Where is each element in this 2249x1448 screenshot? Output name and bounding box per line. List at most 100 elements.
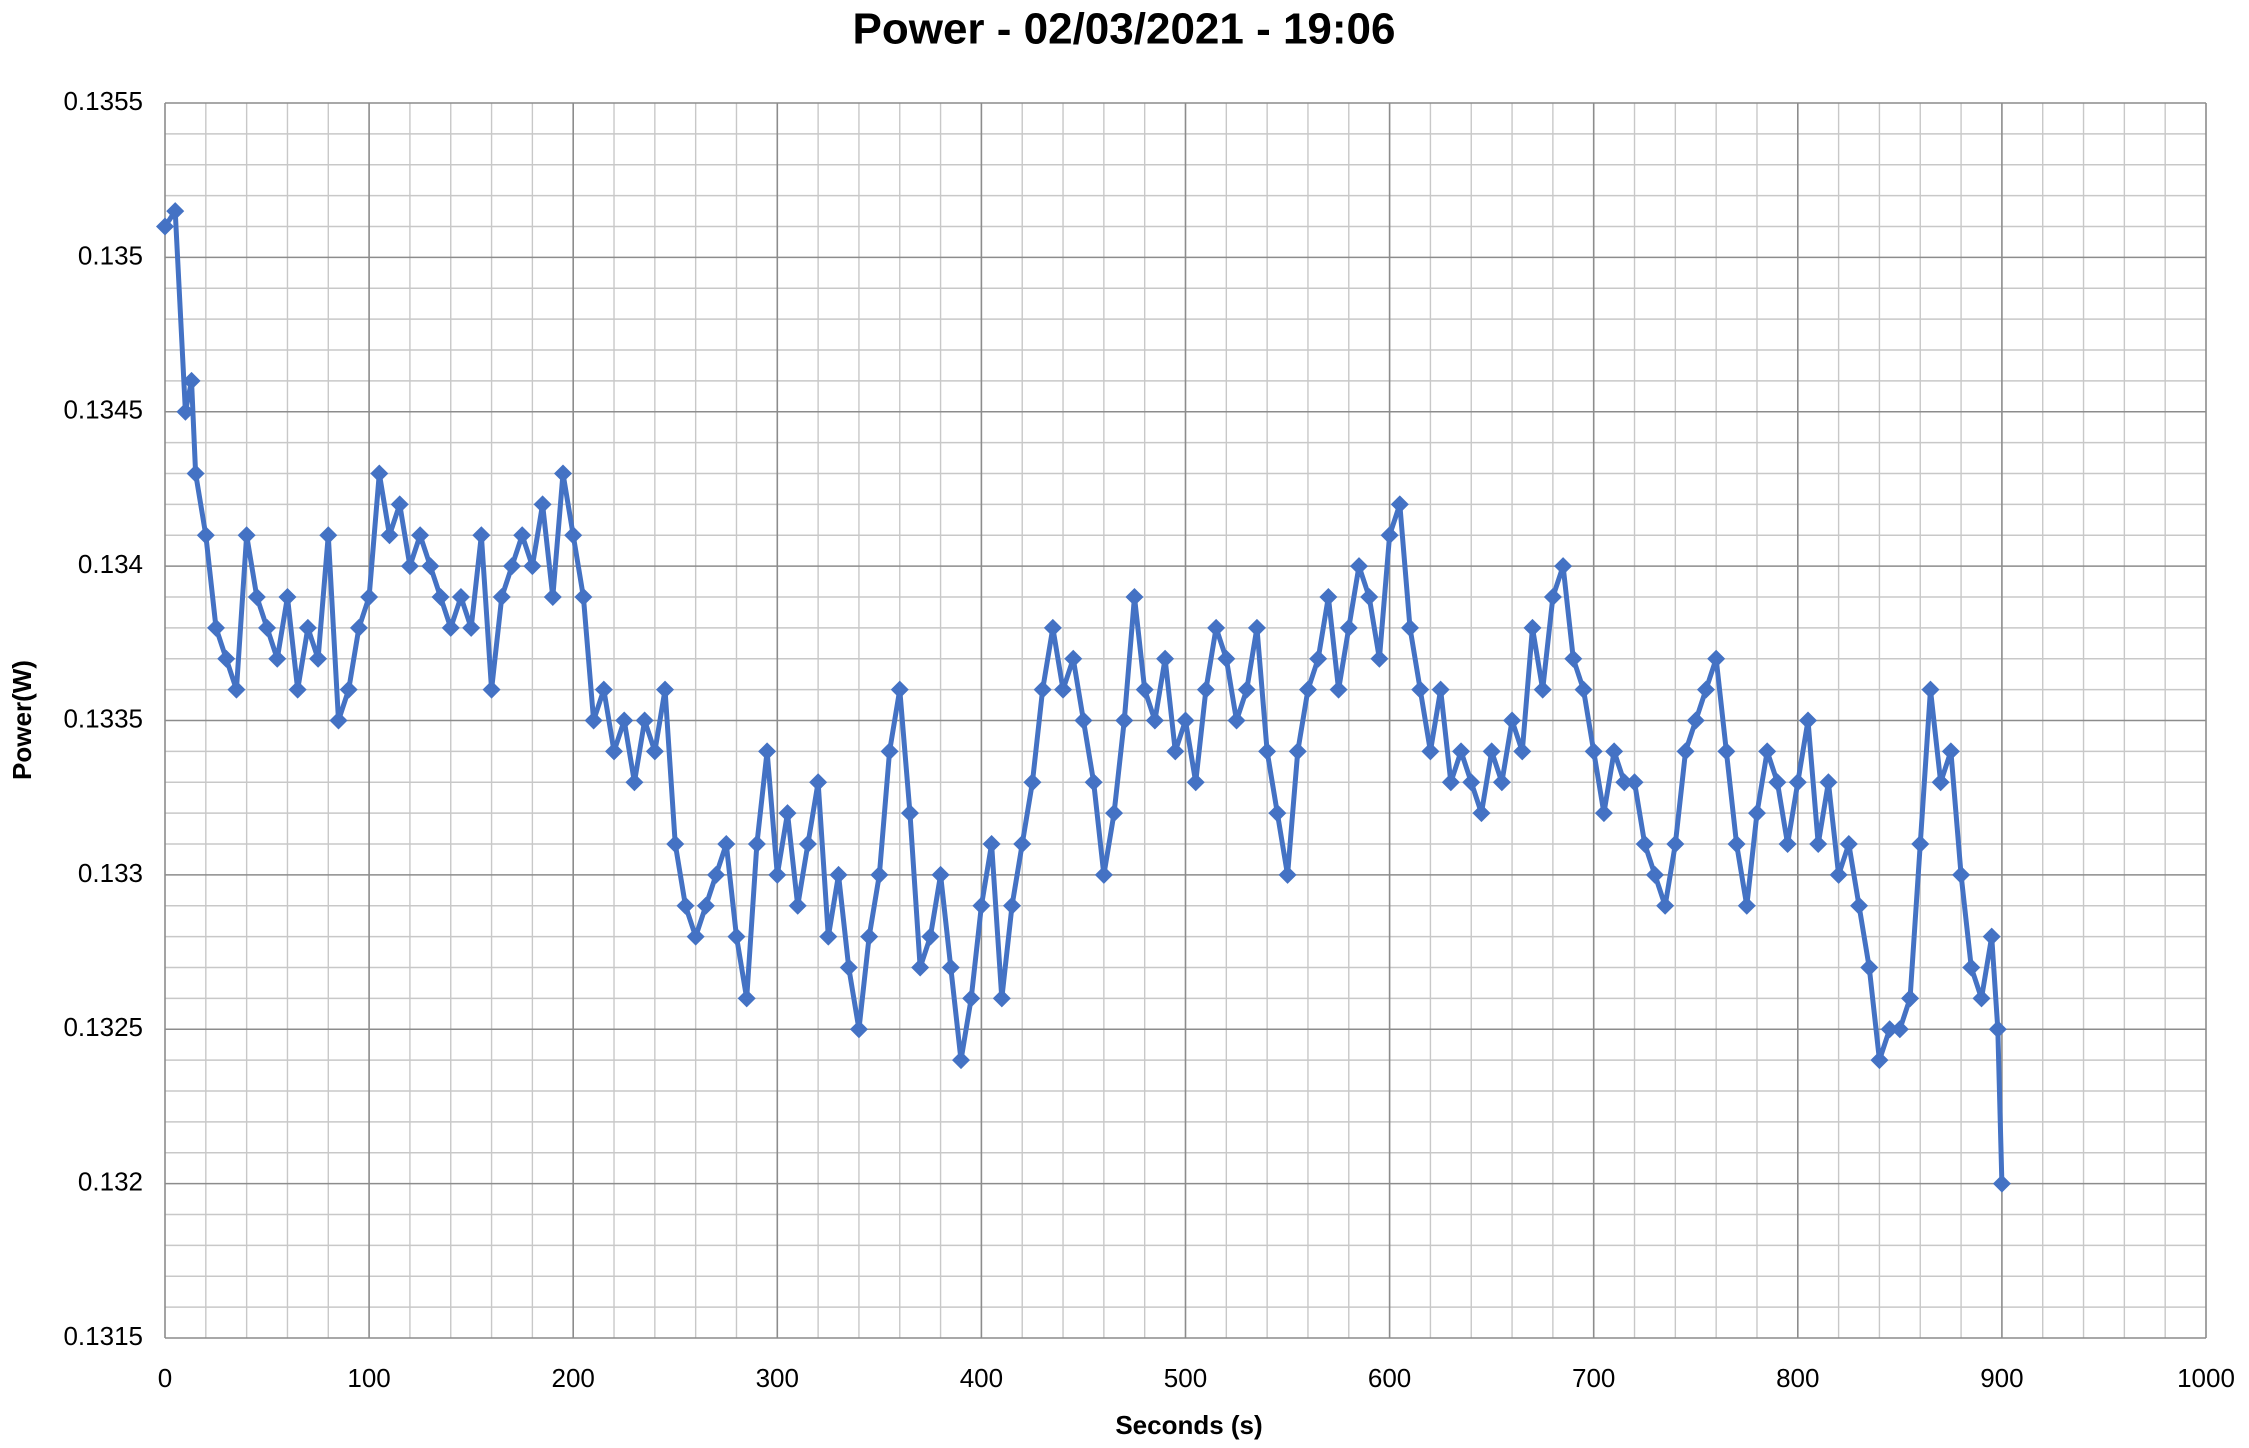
data-marker — [707, 865, 726, 884]
data-marker — [431, 588, 450, 606]
data-marker — [1370, 649, 1389, 668]
data-marker — [227, 680, 246, 699]
data-marker — [758, 742, 777, 761]
data-marker — [1166, 742, 1185, 761]
data-marker — [778, 804, 797, 823]
data-marker — [1054, 680, 1073, 699]
data-marker — [880, 742, 899, 761]
data-marker — [1156, 649, 1175, 668]
data-marker — [1880, 1020, 1899, 1039]
data-marker — [1911, 835, 1930, 853]
data-marker — [1635, 835, 1654, 853]
data-marker — [1135, 680, 1154, 699]
data-marker — [972, 896, 991, 915]
data-marker — [1727, 835, 1746, 853]
data-marker — [502, 557, 521, 576]
y-tick-label: 0.1335 — [63, 703, 143, 733]
data-marker — [727, 927, 746, 946]
data-marker — [390, 495, 409, 514]
data-marker — [1421, 742, 1440, 761]
data-marker — [1931, 773, 1950, 792]
data-marker — [1870, 1051, 1889, 1070]
data-marker — [768, 865, 787, 884]
data-marker — [156, 217, 174, 236]
y-tick-label: 0.132 — [78, 1167, 143, 1197]
data-marker — [1819, 773, 1838, 792]
data-marker — [1492, 773, 1511, 792]
data-marker — [472, 526, 491, 545]
data-marker — [482, 680, 501, 699]
data-marker — [553, 464, 572, 483]
data-marker — [1850, 896, 1869, 915]
data-marker — [349, 618, 368, 637]
data-marker — [1747, 804, 1766, 823]
data-marker — [196, 526, 215, 545]
data-marker — [584, 711, 603, 730]
data-marker — [1503, 711, 1522, 730]
data-marker — [166, 202, 185, 221]
data-marker — [1349, 557, 1368, 576]
data-marker — [1594, 804, 1613, 823]
data-marker — [1237, 680, 1256, 699]
data-marker — [696, 896, 715, 915]
data-marker — [656, 680, 675, 699]
data-marker — [809, 773, 828, 792]
data-marker — [839, 958, 858, 977]
data-marker — [1737, 896, 1756, 915]
data-marker — [513, 526, 532, 545]
x-tick-label: 100 — [347, 1363, 390, 1393]
data-marker — [1988, 1020, 2007, 1039]
data-marker — [1339, 618, 1358, 637]
data-marker — [1094, 865, 1113, 884]
data-marker — [1778, 835, 1797, 853]
data-marker — [523, 557, 542, 576]
data-marker — [1962, 958, 1981, 977]
data-marker — [1023, 773, 1042, 792]
data-marker — [186, 464, 205, 483]
data-marker — [788, 896, 807, 915]
data-marker — [819, 927, 838, 946]
data-marker — [1901, 989, 1920, 1008]
data-marker — [1084, 773, 1103, 792]
data-marker — [1554, 557, 1573, 576]
data-marker — [645, 742, 664, 761]
data-marker — [288, 680, 307, 699]
data-marker — [1952, 865, 1971, 884]
data-marker — [1074, 711, 1093, 730]
data-marker — [1309, 649, 1328, 668]
data-marker — [1176, 711, 1195, 730]
x-tick-label: 800 — [1776, 1363, 1819, 1393]
data-marker — [1196, 680, 1215, 699]
y-tick-label: 0.1345 — [63, 395, 143, 425]
x-axis-label: Seconds (s) — [1115, 1410, 1262, 1440]
data-marker — [1186, 773, 1205, 792]
data-marker — [737, 989, 756, 1008]
data-marker — [1992, 1174, 2011, 1193]
x-tick-label: 1000 — [2177, 1363, 2235, 1393]
data-marker — [1288, 742, 1307, 761]
data-marker — [1013, 835, 1032, 853]
data-marker — [380, 526, 399, 545]
data-line — [162, 208, 2005, 1184]
data-marker — [268, 649, 287, 668]
data-marker — [931, 865, 950, 884]
data-marker — [676, 896, 695, 915]
data-marker — [1666, 835, 1685, 853]
data-marker — [1809, 835, 1828, 853]
data-marker — [1033, 680, 1052, 699]
data-marker — [992, 989, 1011, 1008]
data-marker — [625, 773, 644, 792]
data-marker — [1043, 618, 1062, 637]
data-marker — [1258, 742, 1277, 761]
data-marker — [207, 618, 226, 637]
data-marker — [329, 711, 348, 730]
data-marker — [1982, 927, 2001, 946]
data-marker — [1799, 711, 1818, 730]
y-tick-label: 0.134 — [78, 549, 143, 579]
data-marker — [1645, 865, 1664, 884]
data-marker — [278, 588, 297, 606]
data-marker — [1686, 711, 1705, 730]
data-marker — [798, 835, 817, 853]
data-marker — [1972, 989, 1991, 1008]
data-marker — [451, 588, 470, 606]
